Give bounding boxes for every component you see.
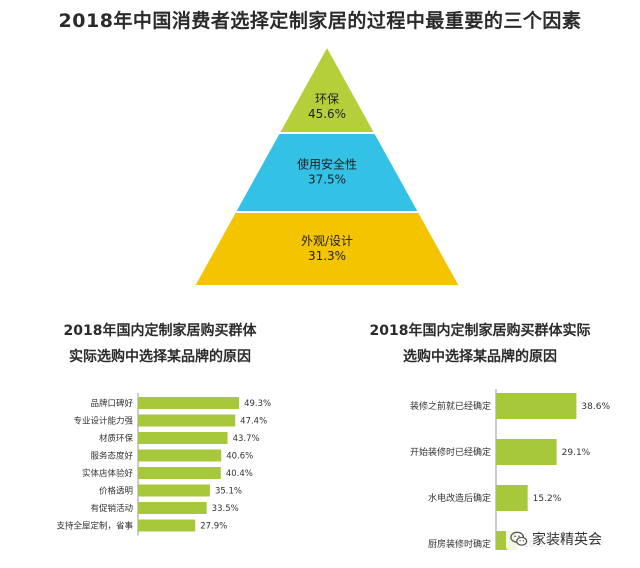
category-label: 材质环保 [99, 433, 134, 444]
bar [138, 519, 196, 532]
value-label: 15.2% [533, 494, 562, 504]
left-chart-title: 2018年国内定制家居购买群体 实际选购中选择某品牌的原因 [10, 318, 310, 370]
value-label: 38.6% [581, 402, 610, 412]
right-bar-chart: 装修之前就已经确定 38.6% 开始装修时已经确定 29.1% 水电改造后确定 15.2%… [410, 389, 610, 550]
value-label: 33.5% [212, 504, 239, 514]
right-chart-title-line-1: 2018年国内定制家居购买群体实际 [369, 323, 591, 339]
value-label: 49.3% [244, 399, 271, 409]
pyramid-level-value: 31.3% [308, 249, 346, 263]
bar [138, 484, 210, 497]
pyramid-level-label: 外观/设计 [301, 234, 353, 248]
pyramid-level-3 [192, 211, 462, 287]
pyramid-level-value: 45.6% [308, 107, 346, 121]
bar [138, 502, 207, 514]
value-label: 35.1% [215, 487, 242, 497]
left-bar-chart: 品牌口碑好 49.3% 专业设计能力强 47.4% 材质环保 43.7% 服务态度好 40.6… [56, 393, 271, 536]
bar [138, 397, 240, 409]
bar [138, 432, 228, 444]
category-label: 专业设计能力强 [73, 416, 133, 427]
category-label: 价格透明 [99, 486, 133, 497]
right-chart-title-line-2: 选购中选择某品牌的原因 [403, 349, 557, 365]
pyramid-level-label: 使用安全性 [297, 157, 357, 172]
category-label: 开始装修时已经确定 [410, 446, 491, 458]
category-label: 厨房装修时确定 [428, 538, 491, 550]
category-label: 有促销活动 [90, 503, 133, 514]
watermark-text: 家装精英会 [532, 532, 602, 548]
value-label: 47.4% [240, 417, 267, 427]
value-label: 27.9% [200, 522, 227, 532]
pyramid-level-label: 环保 [315, 92, 339, 106]
value-label: 43.7% [233, 434, 260, 444]
wechat-icon [510, 531, 528, 546]
watermark: 家装精英会 [506, 528, 606, 550]
category-label: 品牌口碑好 [90, 398, 133, 409]
bar [496, 485, 528, 511]
page-title: 2018年中国消费者选择定制家居的过程中最重要的三个因素 [58, 10, 582, 32]
value-label: 40.6% [226, 452, 253, 462]
bar [138, 467, 221, 479]
bar [496, 439, 557, 465]
pyramid-level-value: 37.5% [308, 173, 346, 187]
bar [496, 393, 577, 419]
category-label: 服务态度好 [90, 451, 133, 462]
bar [138, 414, 236, 427]
value-label: 40.4% [226, 469, 253, 479]
right-chart-title: 2018年国内定制家居购买群体实际 选购中选择某品牌的原因 [330, 318, 630, 370]
category-label: 装修之前就已经确定 [410, 400, 491, 412]
bar [138, 449, 222, 462]
value-label: 29.1% [562, 448, 591, 458]
left-chart-title-line-2: 实际选购中选择某品牌的原因 [69, 349, 251, 365]
category-label: 支持全屋定制，省事 [56, 521, 133, 532]
category-label: 实体店体验好 [82, 468, 134, 479]
left-chart-title-line-1: 2018年国内定制家居购买群体 [63, 323, 257, 339]
category-label: 水电改造后确定 [428, 492, 491, 504]
